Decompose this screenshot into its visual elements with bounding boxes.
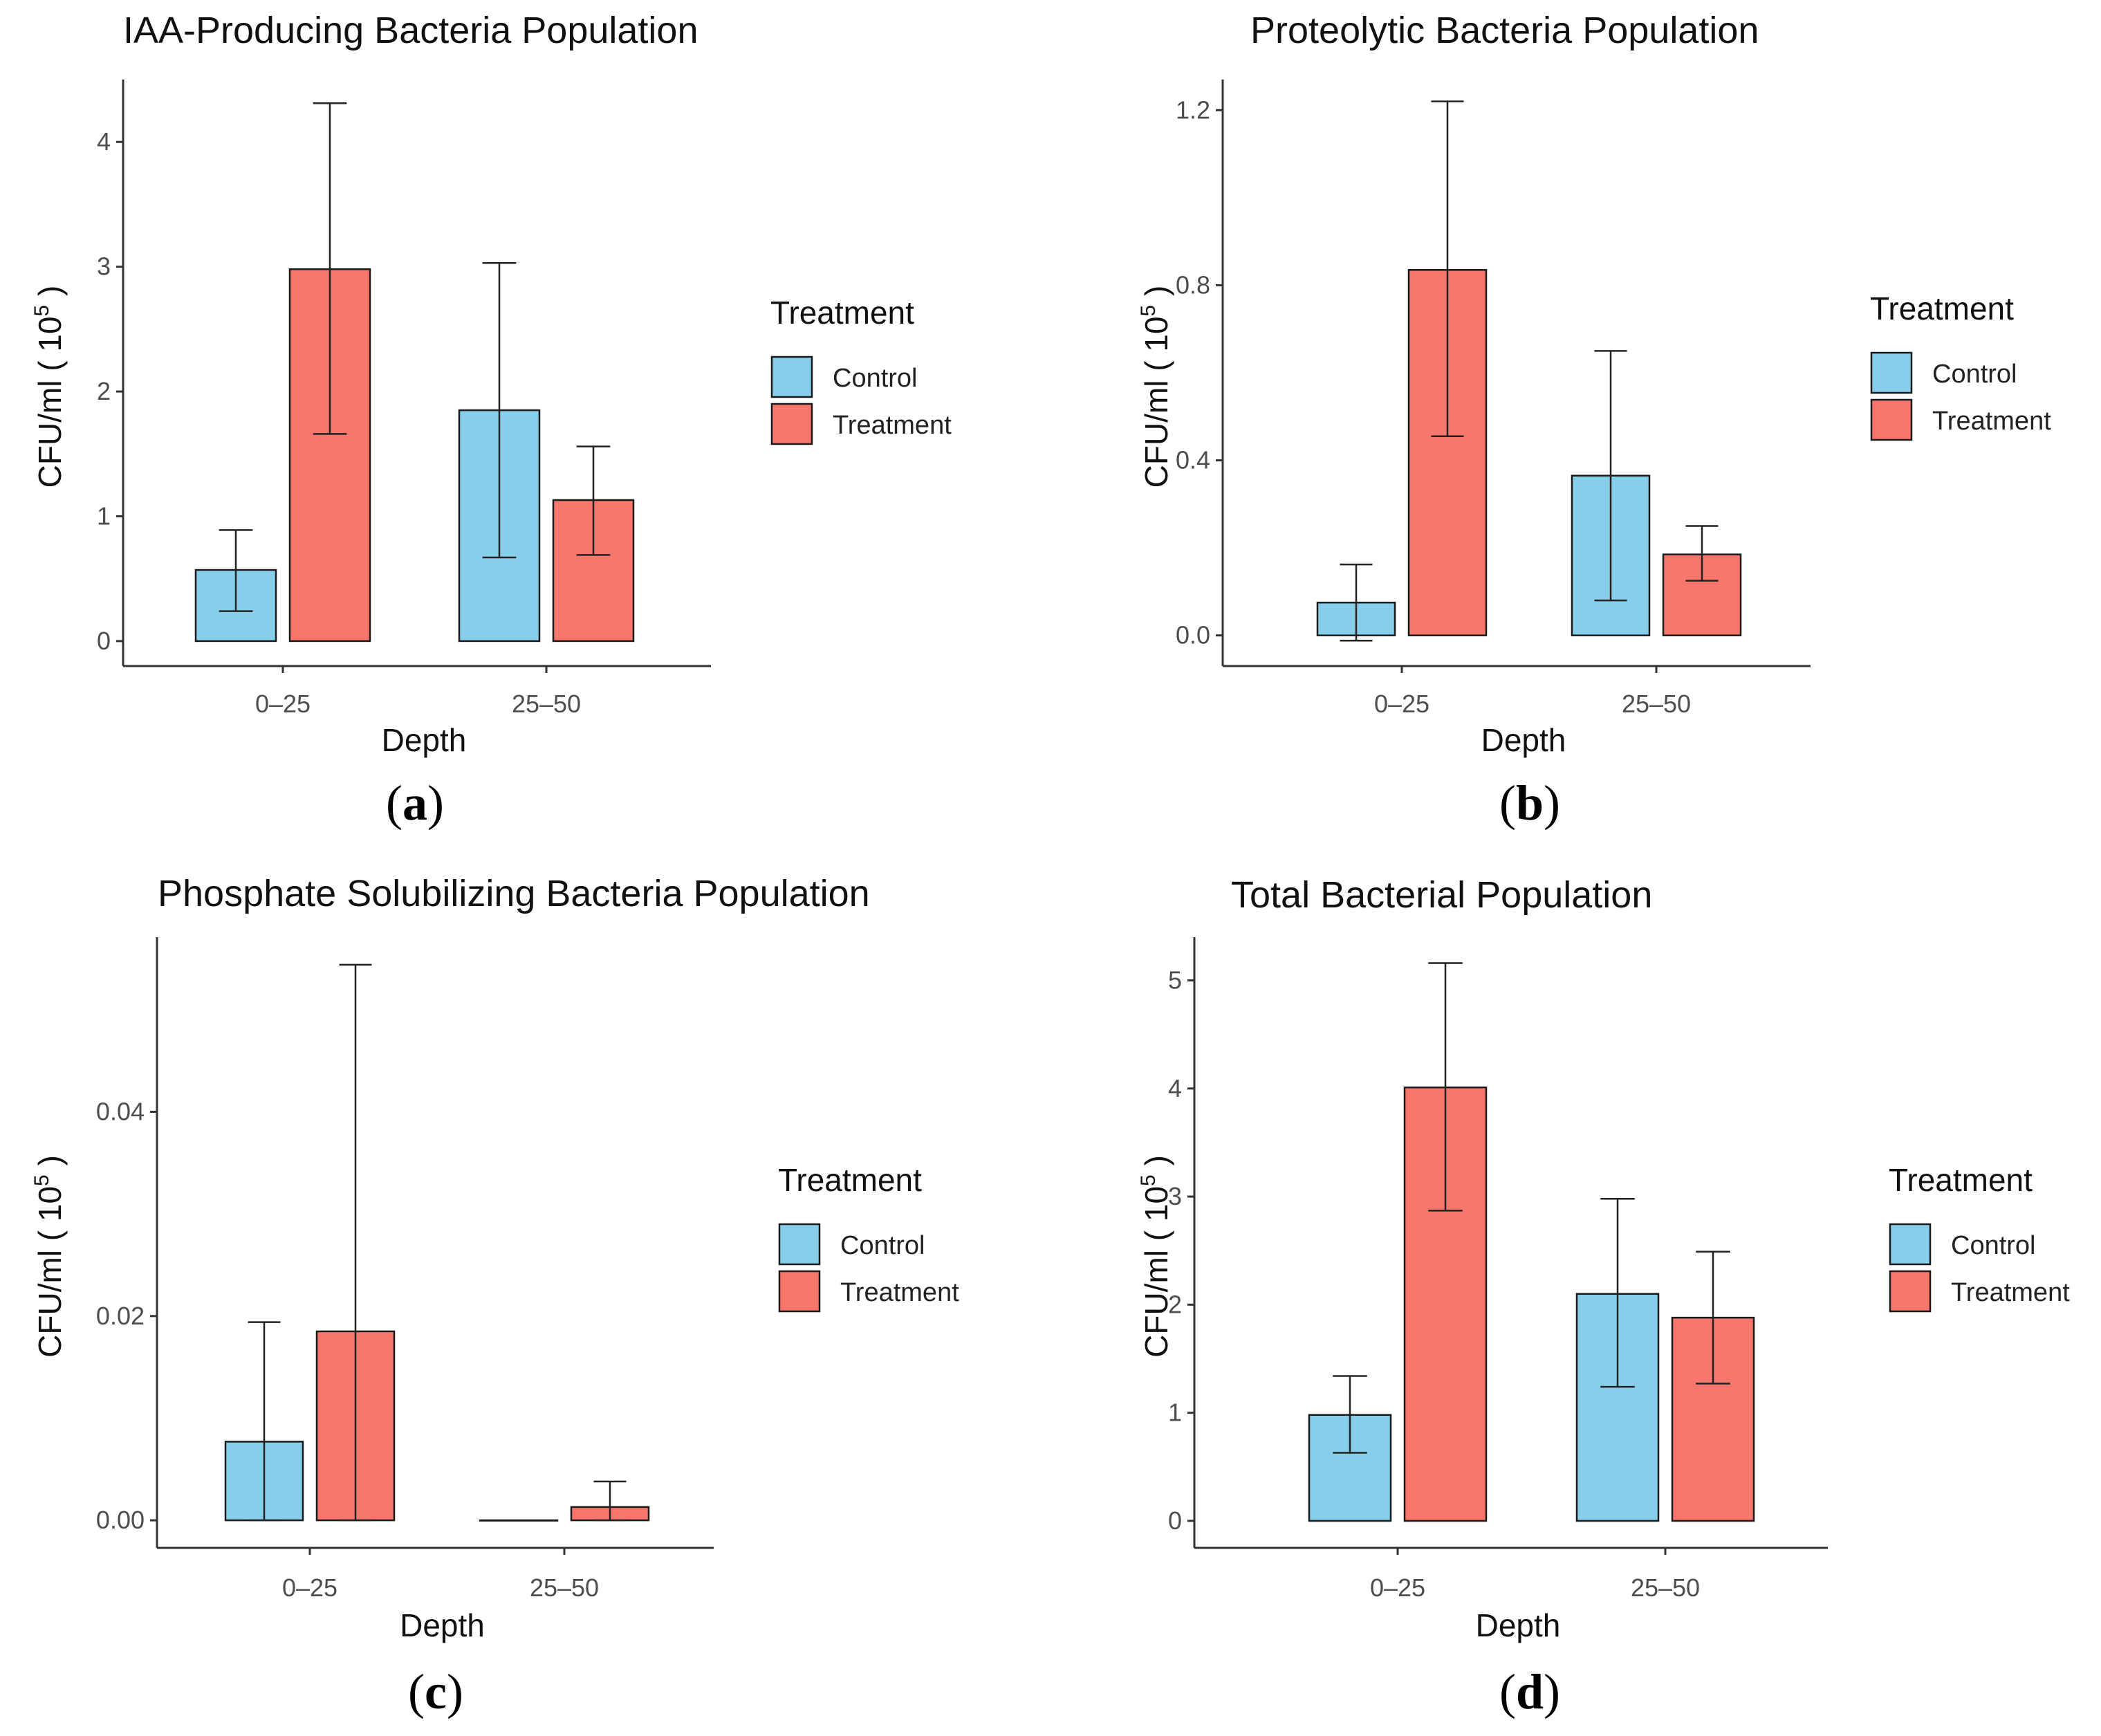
legend-swatch-treatment xyxy=(778,1270,821,1313)
legend-label-treatment: Treatment xyxy=(833,411,952,440)
y-tick-label: 1 xyxy=(1168,1398,1182,1427)
y-tick-label: 0.00 xyxy=(96,1506,145,1534)
x-tick-label: 25–50 xyxy=(1631,1573,1700,1602)
legend-label-treatment: Treatment xyxy=(1951,1278,2070,1307)
panel-label: (a) xyxy=(386,775,444,831)
y-axis-title: CFU/ml ( 105 ) xyxy=(1137,1155,1174,1358)
panel-label: (b) xyxy=(1499,775,1560,831)
y-tick-label: 0.0 xyxy=(1176,621,1210,649)
y-tick-label: 0.04 xyxy=(96,1097,145,1125)
legend-label-control: Control xyxy=(833,364,918,393)
y-tick-label: 2 xyxy=(1168,1290,1182,1318)
legend-swatch-control xyxy=(1889,1223,1932,1266)
chart-panel-d: Total Bacterial Population 0 1 2 3 4 5 0–25 25–5… xyxy=(1137,874,2070,1719)
legend-swatch-treatment xyxy=(1889,1270,1932,1313)
y-tick-label: 0 xyxy=(97,627,111,655)
y-axis-title: CFU/ml ( 105 ) xyxy=(30,286,68,488)
chart-panel-c: Phosphate Solubilizing Bacteria Populati… xyxy=(30,873,959,1719)
y-tick-label: 4 xyxy=(97,127,111,156)
x-axis-title: Depth xyxy=(1481,722,1566,758)
y-tick-label: 0.4 xyxy=(1176,446,1210,474)
chart-panel-b: Proteolytic Bacteria Population 0.0 0.4 0.8… xyxy=(1137,10,2051,831)
legend-title: Treatment xyxy=(1870,290,2014,326)
y-tick-label: 1.2 xyxy=(1176,95,1210,124)
legend: Treatment Control Treatment xyxy=(770,295,952,445)
x-tick-label: 0–25 xyxy=(255,690,311,718)
legend-title: Treatment xyxy=(770,295,914,331)
x-tick-label: 0–25 xyxy=(282,1573,337,1602)
legend-label-treatment: Treatment xyxy=(840,1278,959,1307)
chart-title: Phosphate Solubilizing Bacteria Populati… xyxy=(158,873,870,914)
y-tick-label: 3 xyxy=(1168,1182,1182,1210)
chart-panel-a: IAA-Producing Bacteria Population 0 1 2 3 4 0–… xyxy=(30,10,952,831)
legend-swatch-control xyxy=(770,355,813,398)
legend-label-control: Control xyxy=(1951,1231,2036,1260)
x-tick-label: 25–50 xyxy=(1622,690,1691,718)
legend-label-control: Control xyxy=(840,1231,925,1260)
legend-label-control: Control xyxy=(1932,360,2017,389)
panel-label: (d) xyxy=(1499,1664,1560,1719)
chart-title: Total Bacterial Population xyxy=(1231,874,1652,916)
legend: Treatment Control Treatment xyxy=(1870,290,2051,441)
x-tick-label: 0–25 xyxy=(1374,690,1429,718)
y-tick-label: 0.02 xyxy=(96,1302,145,1330)
panel-label: (c) xyxy=(408,1664,463,1719)
y-tick-label: 3 xyxy=(97,252,111,281)
legend-swatch-control xyxy=(778,1223,821,1266)
y-tick-label: 2 xyxy=(97,377,111,405)
x-tick-label: 0–25 xyxy=(1370,1573,1425,1602)
y-tick-label: 0 xyxy=(1168,1506,1182,1535)
y-tick-label: 4 xyxy=(1168,1074,1182,1102)
x-tick-label: 25–50 xyxy=(512,690,581,718)
y-tick-label: 5 xyxy=(1168,966,1182,995)
y-axis-title: CFU/ml ( 105 ) xyxy=(1137,286,1174,488)
x-axis-title: Depth xyxy=(382,722,467,758)
y-tick-label: 1 xyxy=(97,501,111,530)
x-tick-label: 25–50 xyxy=(530,1573,599,1602)
x-axis-title: Depth xyxy=(1476,1607,1561,1643)
chart-title: IAA-Producing Bacteria Population xyxy=(123,10,698,51)
legend-title: Treatment xyxy=(778,1162,922,1198)
legend-title: Treatment xyxy=(1889,1162,2033,1198)
bar-treatment-shallow xyxy=(1407,269,1488,636)
chart-title: Proteolytic Bacteria Population xyxy=(1250,10,1759,51)
y-axis-title: CFU/ml ( 105 ) xyxy=(30,1155,68,1358)
bar-control-deep xyxy=(479,1519,559,1522)
legend-label-treatment: Treatment xyxy=(1932,407,2051,436)
legend: Treatment Control Treatment xyxy=(778,1162,959,1313)
y-tick-label: 0.8 xyxy=(1176,270,1210,299)
legend-swatch-control xyxy=(1870,351,1913,394)
legend-swatch-treatment xyxy=(1870,398,1913,441)
legend: Treatment Control Treatment xyxy=(1889,1162,2070,1313)
legend-swatch-treatment xyxy=(770,403,813,445)
x-axis-title: Depth xyxy=(400,1607,485,1643)
